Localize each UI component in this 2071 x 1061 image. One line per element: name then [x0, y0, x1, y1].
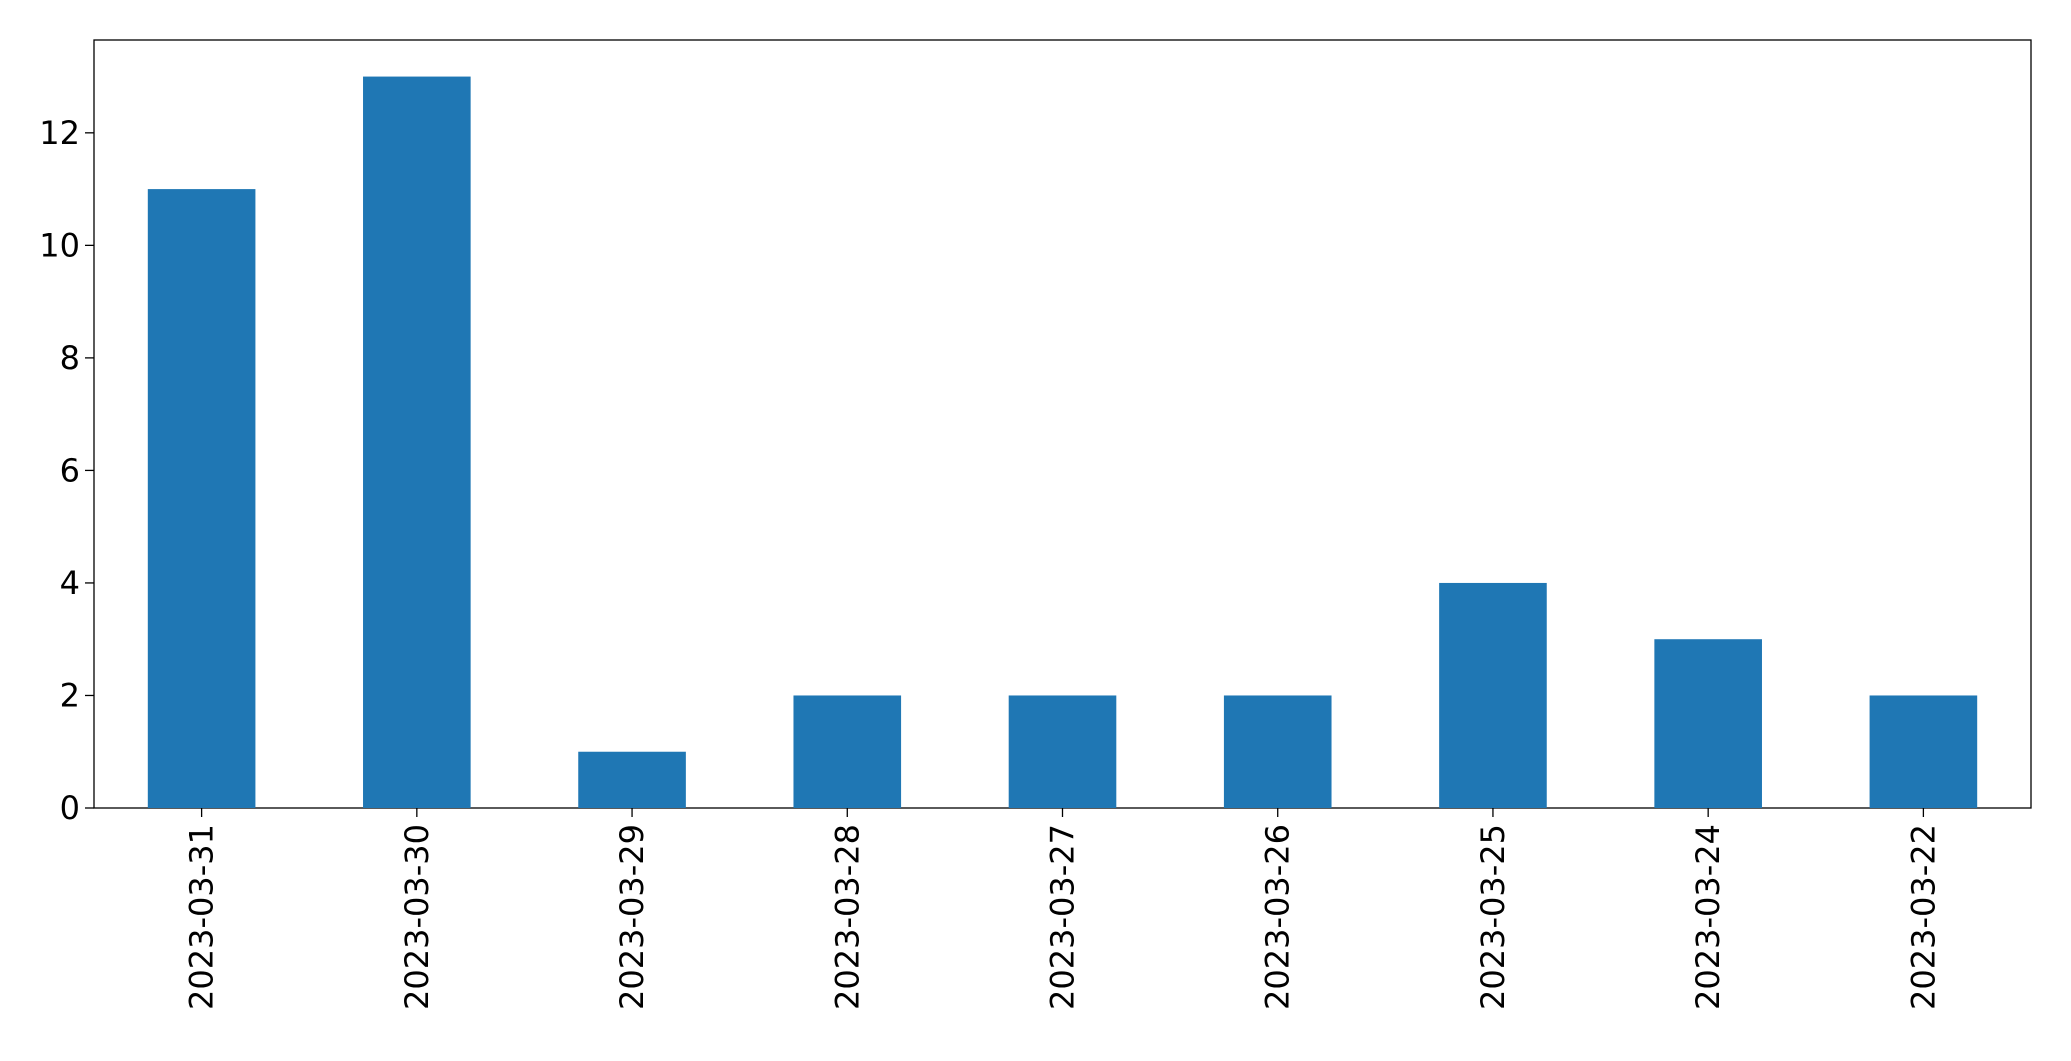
x-tick-label: 2023-03-30: [398, 824, 436, 1010]
y-tick-label: 4: [60, 564, 80, 602]
y-tick-label: 0: [60, 789, 80, 827]
y-tick-label: 8: [60, 339, 80, 377]
x-tick-label: 2023-03-31: [183, 824, 221, 1010]
x-tick-label: 2023-03-26: [1259, 824, 1297, 1010]
x-tick-label: 2023-03-28: [828, 824, 866, 1010]
bar: [1654, 639, 1762, 808]
bar: [1008, 695, 1117, 808]
bar: [1869, 695, 1978, 808]
y-tick-label: 12: [39, 114, 80, 152]
x-tick-label: 2023-03-24: [1689, 824, 1727, 1010]
x-tick-label: 2023-03-25: [1474, 824, 1512, 1010]
y-tick-label: 2: [60, 676, 80, 714]
bar: [793, 695, 902, 808]
y-tick-label: 10: [39, 226, 80, 264]
x-tick-label: 2023-03-27: [1044, 824, 1082, 1010]
bar: [1223, 695, 1332, 808]
bar: [363, 76, 471, 809]
x-tick-label: 2023-03-22: [1904, 824, 1942, 1010]
y-tick-label: 6: [60, 451, 80, 489]
bar: [578, 751, 686, 808]
bar: [1439, 582, 1547, 808]
x-tick-label: 2023-03-29: [613, 824, 651, 1010]
bar: [147, 189, 256, 809]
